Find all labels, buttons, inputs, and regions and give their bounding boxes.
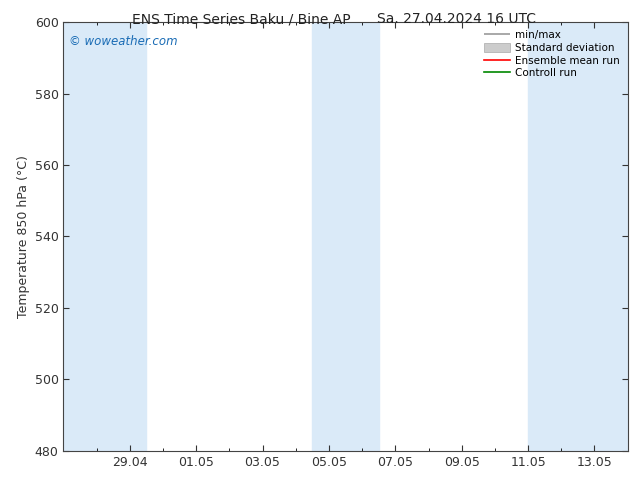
Text: Sa. 27.04.2024 16 UTC: Sa. 27.04.2024 16 UTC — [377, 12, 536, 26]
Legend: min/max, Standard deviation, Ensemble mean run, Controll run: min/max, Standard deviation, Ensemble me… — [481, 27, 623, 81]
Text: ENS Time Series Baku / Bine AP: ENS Time Series Baku / Bine AP — [132, 12, 350, 26]
Text: © woweather.com: © woweather.com — [69, 35, 178, 48]
Bar — [528, 22, 628, 451]
Bar — [63, 22, 146, 451]
Bar — [313, 22, 378, 451]
Y-axis label: Temperature 850 hPa (°C): Temperature 850 hPa (°C) — [17, 155, 30, 318]
